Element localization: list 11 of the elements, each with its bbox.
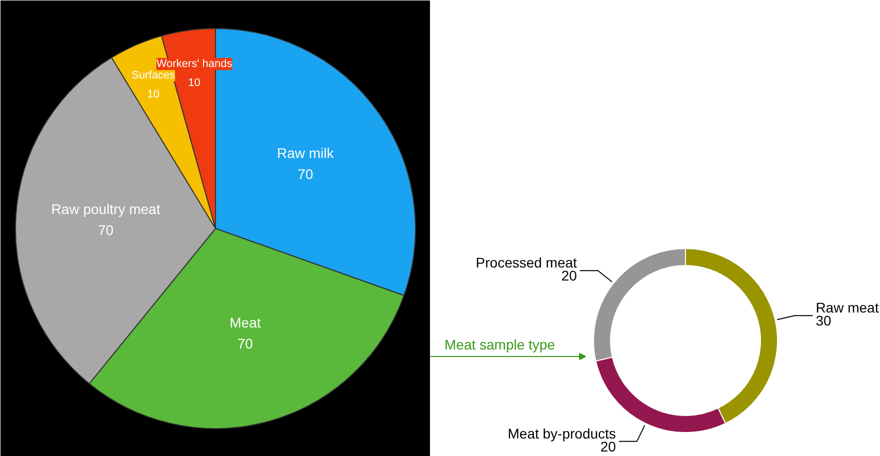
slice-label: Raw poultry meat: [51, 200, 160, 217]
slice-label: Raw milk: [276, 145, 335, 162]
data-label: 70: [237, 335, 254, 352]
text: Meat sample type: [444, 336, 556, 352]
slice-label: Meat: [230, 314, 261, 330]
data-label: 10: [147, 88, 160, 100]
data-label: 70: [298, 166, 314, 182]
slice-label: Workers' hands: [156, 58, 233, 70]
data-label: 70: [98, 222, 114, 238]
data-label: 10: [188, 76, 200, 89]
slice-label: Surfaces: [132, 69, 176, 82]
